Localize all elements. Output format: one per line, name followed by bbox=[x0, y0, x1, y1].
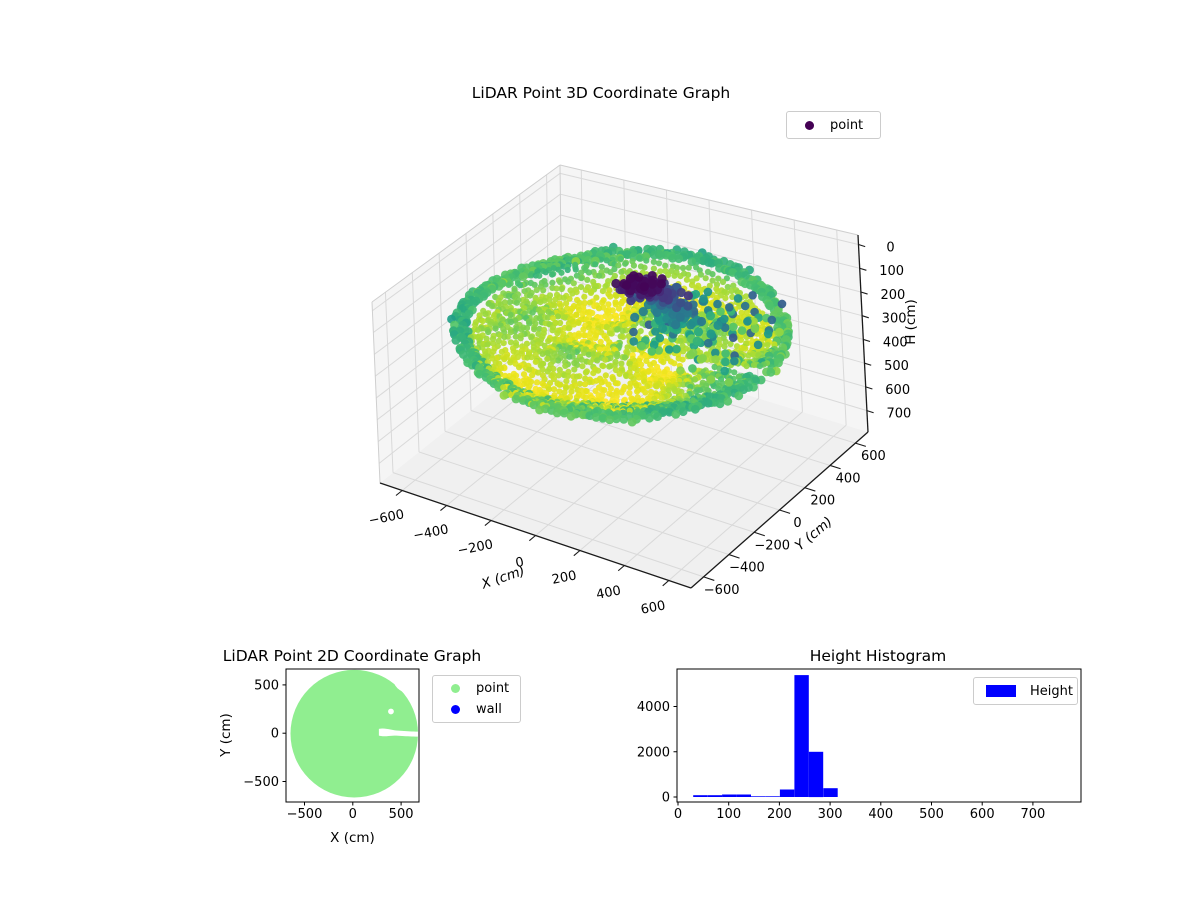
tick-label: 500 bbox=[884, 359, 909, 374]
height-swatch-icon bbox=[986, 685, 1016, 697]
tick-label: 200 bbox=[880, 288, 905, 303]
histogram-bars bbox=[693, 675, 838, 798]
legend-label: point bbox=[830, 117, 864, 133]
tick-label: −200 bbox=[754, 538, 790, 553]
x-axis-label: X (cm) bbox=[479, 563, 527, 593]
tick-label: −500 bbox=[243, 775, 279, 790]
tick-label: 200 bbox=[551, 568, 578, 587]
chart-hist-plot: 0 100 200 300 400 500 600 700 0 2000 4000 bbox=[637, 668, 1082, 822]
legend-label: wall bbox=[476, 702, 502, 717]
x-axis-label: X (cm) bbox=[330, 830, 375, 846]
tick-label: 700 bbox=[1020, 807, 1045, 822]
tick-label: 2000 bbox=[637, 745, 670, 760]
tick-label: 0 bbox=[674, 807, 682, 822]
tick-label: −600 bbox=[368, 507, 406, 529]
tick-label: 0 bbox=[793, 516, 801, 531]
tick-label: 700 bbox=[887, 407, 912, 422]
legend-entry-point3d: point bbox=[787, 115, 880, 136]
tick-label: −500 bbox=[287, 807, 323, 822]
blob-notch-gap bbox=[392, 669, 419, 694]
legend-label: point bbox=[476, 681, 510, 696]
axis-tick-labels: −600−400−2000200400600−600−400−200020040… bbox=[368, 240, 912, 617]
chart-3d-title: LiDAR Point 3D Coordinate Graph bbox=[471, 84, 731, 102]
h-axis-label: H (cm) bbox=[903, 299, 919, 345]
chart-hist-title: Height Histogram bbox=[809, 647, 947, 665]
legend-label: Height bbox=[1030, 683, 1073, 699]
point-cloud-blob bbox=[290, 669, 419, 798]
axis-ticks bbox=[282, 684, 402, 806]
object-cluster bbox=[611, 271, 723, 346]
tick-label: 400 bbox=[836, 471, 861, 486]
point-marker-icon bbox=[805, 120, 814, 130]
tick-label: 600 bbox=[885, 383, 910, 398]
histogram-bar bbox=[808, 751, 824, 798]
wall-marker-icon bbox=[451, 705, 460, 714]
histogram-bar bbox=[779, 789, 795, 797]
chart-2d-legend: point wall bbox=[432, 675, 521, 723]
scatter-layer bbox=[447, 242, 793, 427]
tick-label: −400 bbox=[412, 522, 450, 544]
histogram-bar bbox=[707, 795, 723, 797]
axes-frame bbox=[676, 668, 1082, 803]
chart-3d-plot: −600−400−2000200400600−600−400−200020040… bbox=[368, 164, 919, 618]
chart-2d-title: LiDAR Point 2D Coordinate Graph bbox=[222, 647, 482, 665]
histogram-bar bbox=[751, 796, 766, 797]
legend-entry-point: point bbox=[433, 678, 520, 699]
y-axis-label: Y (cm) bbox=[218, 713, 234, 758]
tick-label: 0 bbox=[271, 727, 279, 742]
scatter-area bbox=[290, 669, 419, 798]
tick-label: 300 bbox=[818, 807, 843, 822]
legend-entry-height: Height bbox=[974, 681, 1077, 702]
legend-entry-wall: wall bbox=[433, 699, 520, 720]
tick-label: 4000 bbox=[637, 700, 670, 715]
axis-ticks bbox=[673, 706, 1034, 806]
tick-label: 100 bbox=[879, 264, 904, 279]
tick-label: 500 bbox=[919, 807, 944, 822]
histogram-bar bbox=[823, 788, 838, 797]
tick-label: 200 bbox=[810, 494, 835, 509]
chart-hist-legend: Height bbox=[973, 677, 1078, 705]
tick-label: −600 bbox=[704, 583, 740, 598]
axis-ticks bbox=[395, 243, 874, 587]
tick-label: 500 bbox=[254, 678, 279, 693]
point-marker-icon bbox=[451, 684, 460, 693]
axis-tick-labels: −500 0 500 −500 0 500 bbox=[243, 678, 413, 822]
tick-label: 500 bbox=[389, 807, 414, 822]
histogram-bar bbox=[736, 794, 751, 797]
tick-label: 0 bbox=[514, 555, 525, 571]
axis-tick-labels: 0 100 200 300 400 500 600 700 0 2000 4000 bbox=[637, 700, 1045, 822]
tick-label: 400 bbox=[595, 583, 622, 602]
chart-3d-legend: point bbox=[786, 111, 881, 139]
histogram-bar bbox=[722, 794, 737, 797]
tick-label: 0 bbox=[662, 791, 670, 806]
blob-hole-gap bbox=[388, 708, 394, 715]
histogram-bar bbox=[765, 796, 780, 797]
chart-2d-plot: −500 0 500 −500 0 500 X (cm) Y (cm) bbox=[218, 668, 420, 846]
tick-label: 200 bbox=[767, 807, 792, 822]
histogram-bar bbox=[794, 675, 809, 797]
tick-label: −400 bbox=[729, 561, 765, 576]
tick-label: 600 bbox=[970, 807, 995, 822]
tick-label: 400 bbox=[883, 335, 908, 350]
tick-label: 600 bbox=[640, 598, 667, 617]
tick-label: 600 bbox=[861, 449, 886, 464]
tick-label: 300 bbox=[882, 312, 907, 327]
tick-label: 100 bbox=[716, 807, 741, 822]
tick-label: 400 bbox=[868, 807, 893, 822]
histogram-bar bbox=[693, 795, 708, 797]
tick-label: −200 bbox=[456, 537, 494, 559]
tick-label: 0 bbox=[349, 807, 357, 822]
grid-lines bbox=[372, 169, 868, 581]
blob-slit-gap bbox=[378, 728, 419, 737]
tick-label: 0 bbox=[886, 240, 894, 255]
